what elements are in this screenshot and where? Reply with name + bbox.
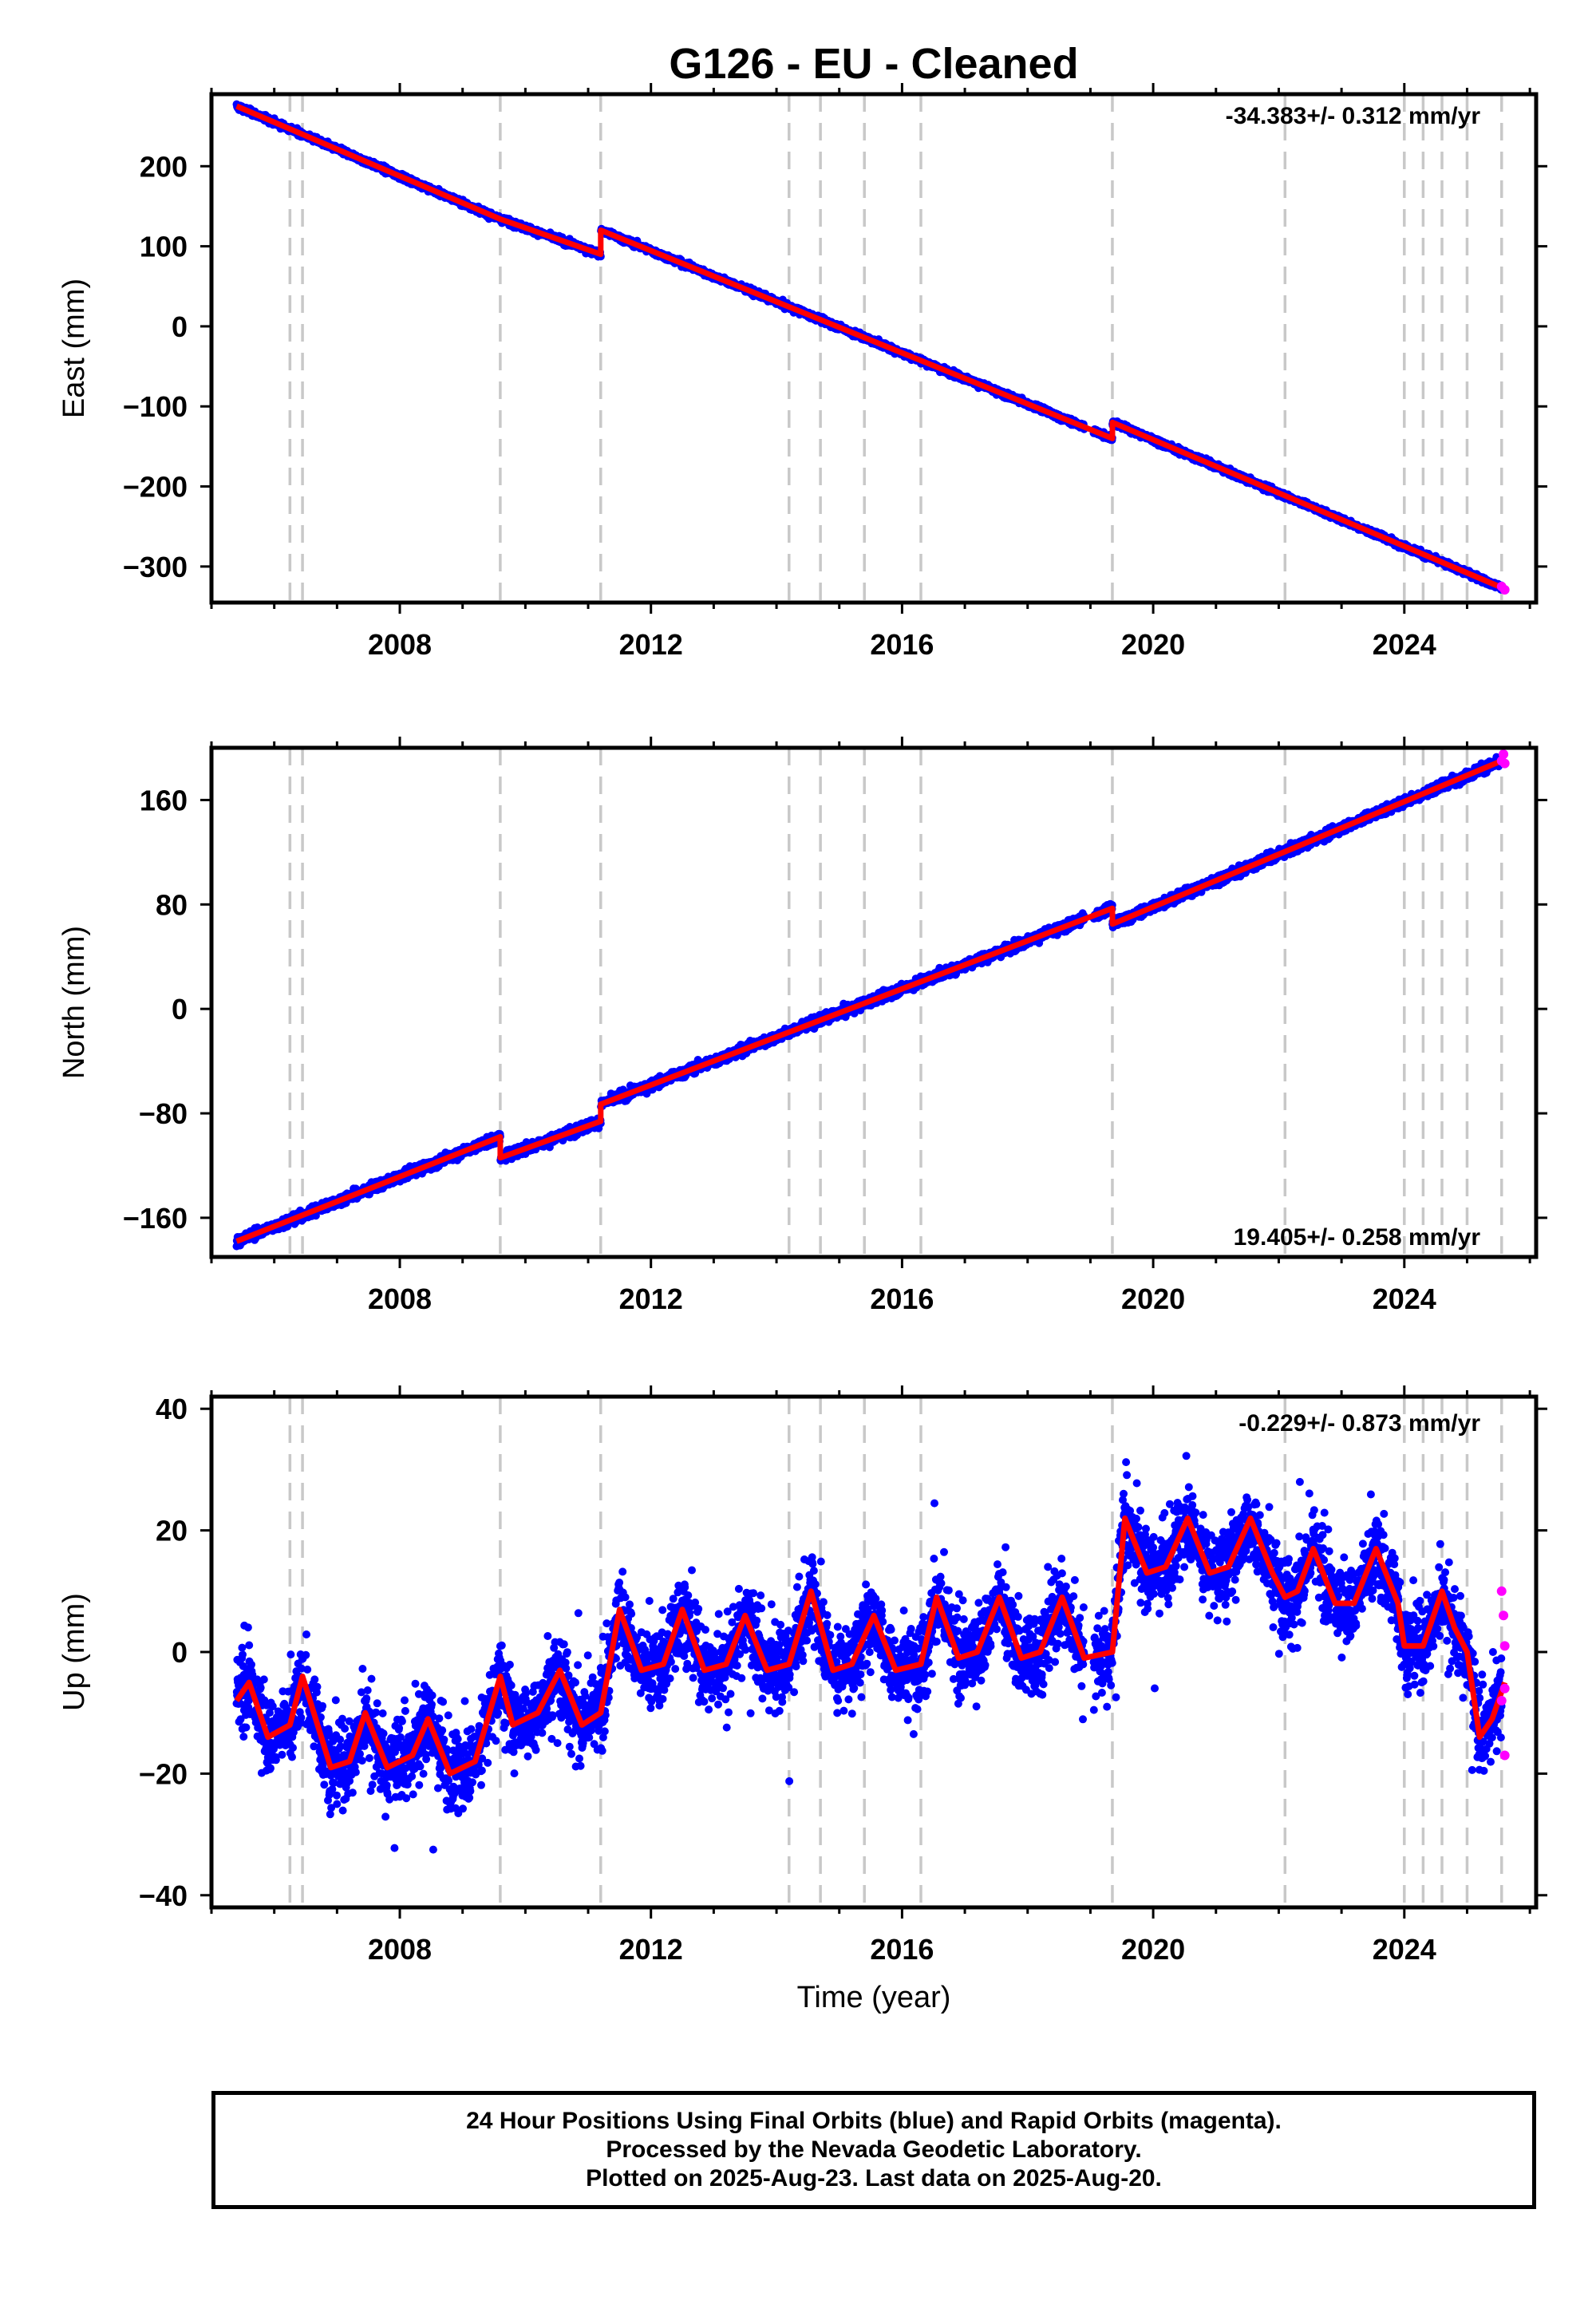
y-tick-label: −200 bbox=[123, 471, 188, 504]
x-tick-label: 2016 bbox=[870, 628, 934, 661]
rapid-orbit-point bbox=[1499, 1611, 1509, 1621]
plot-area bbox=[232, 748, 1510, 1257]
model-fit-line bbox=[235, 757, 1507, 1244]
rapid-orbit-point bbox=[1496, 1586, 1507, 1596]
y-tick-label: 80 bbox=[156, 888, 188, 921]
velocity-label: -0.229+/- 0.873 mm/yr bbox=[1238, 1410, 1480, 1437]
final-orbit-points bbox=[232, 100, 1506, 594]
rapid-orbit-point bbox=[1499, 1641, 1510, 1651]
x-tick-label: 2012 bbox=[619, 1933, 683, 1966]
final-orbit-points bbox=[232, 1452, 1506, 1854]
model-fit-line bbox=[234, 1515, 1508, 1777]
y-tick-label: 0 bbox=[172, 310, 188, 343]
rapid-orbit-point bbox=[1499, 1683, 1510, 1694]
plot-area bbox=[232, 94, 1510, 603]
footer-caption-box: 24 Hour Positions Using Final Orbits (bl… bbox=[211, 2091, 1536, 2209]
y-axis-label: North (mm) bbox=[57, 926, 91, 1079]
y-tick-label: 0 bbox=[172, 1636, 188, 1669]
y-tick-label: −40 bbox=[139, 1879, 188, 1912]
x-tick-label: 2024 bbox=[1373, 1282, 1436, 1315]
y-tick-label: −20 bbox=[139, 1757, 188, 1790]
x-tick-label: 2020 bbox=[1121, 1933, 1185, 1966]
x-tick-label: 2016 bbox=[870, 1282, 934, 1315]
x-tick-label: 2016 bbox=[870, 1933, 934, 1966]
y-tick-label: 0 bbox=[172, 993, 188, 1026]
plot-area bbox=[232, 1397, 1510, 1907]
panel-up: 2008 2012 2016 2020 2024 −40 −20 0 20 40 Up (mm) -0… bbox=[57, 1385, 1547, 1966]
rapid-orbit-point bbox=[1499, 749, 1509, 760]
x-tick-label: 2008 bbox=[368, 1282, 432, 1315]
y-tick-label: −100 bbox=[123, 390, 188, 423]
y-tick-label: 160 bbox=[140, 784, 188, 816]
y-tick-label: −80 bbox=[139, 1097, 188, 1130]
x-tick-label: 2008 bbox=[368, 1933, 432, 1966]
x-tick-label: 2008 bbox=[368, 628, 432, 661]
plot-frame bbox=[209, 1394, 1539, 1910]
rapid-orbit-point bbox=[1496, 1695, 1507, 1705]
panel-east: 2008 2012 2016 2020 2024 −300 −200 −100 0 100 200 E… bbox=[57, 83, 1547, 661]
x-tick-label: 2020 bbox=[1121, 1282, 1185, 1315]
x-tick-label: 2024 bbox=[1373, 1933, 1436, 1966]
final-orbit-scatter bbox=[232, 100, 1506, 594]
x-tick-label: 2012 bbox=[619, 628, 683, 661]
panel-north: 2008 2012 2016 2020 2024 −160 −80 0 80 160 North (… bbox=[57, 737, 1547, 1315]
velocity-label: -34.383+/- 0.312 mm/yr bbox=[1226, 103, 1481, 129]
footer-line-orbits: 24 Hour Positions Using Final Orbits (bl… bbox=[466, 2108, 1282, 2134]
y-tick-label: 40 bbox=[156, 1393, 188, 1425]
y-tick-label: 100 bbox=[140, 231, 188, 263]
plot-frame bbox=[209, 745, 1539, 1259]
plot-frame bbox=[209, 92, 1539, 605]
rapid-orbit-point bbox=[1499, 584, 1510, 595]
model-fit-line bbox=[235, 103, 1507, 592]
y-axis-label: East (mm) bbox=[57, 279, 91, 418]
rapid-orbit-point bbox=[1499, 1750, 1510, 1761]
final-orbit-scatter bbox=[232, 1452, 1506, 1854]
chart-title: G126 - EU - Cleaned bbox=[669, 40, 1078, 88]
footer-line-plotted: Plotted on 2025-Aug-23. Last data on 202… bbox=[586, 2165, 1162, 2192]
x-tick-label: 2024 bbox=[1373, 628, 1436, 661]
y-tick-label: −300 bbox=[123, 551, 188, 583]
x-tick-label: 2012 bbox=[619, 1282, 683, 1315]
x-axis-label: Time (year) bbox=[797, 1981, 951, 2014]
y-tick-label: −160 bbox=[123, 1202, 188, 1235]
footer-line-processed: Processed by the Nevada Geodetic Laborat… bbox=[606, 2136, 1142, 2163]
y-tick-label: 20 bbox=[156, 1515, 188, 1547]
rapid-orbit-point bbox=[1499, 758, 1510, 769]
y-axis-label: Up (mm) bbox=[57, 1593, 91, 1711]
x-tick-label: 2020 bbox=[1121, 628, 1185, 661]
y-tick-label: 200 bbox=[140, 150, 188, 183]
velocity-label: 19.405+/- 0.258 mm/yr bbox=[1234, 1224, 1481, 1251]
